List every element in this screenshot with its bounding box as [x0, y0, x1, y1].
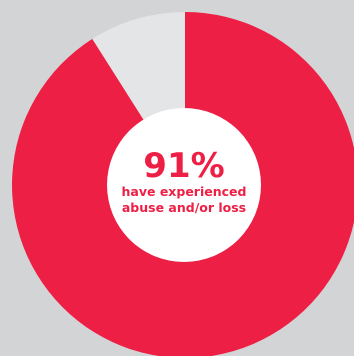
center-label: 91% have experienced abuse and/or loss: [107, 108, 261, 262]
donut-hole: [107, 108, 261, 262]
center-caption-line-2: abuse and/or loss: [121, 200, 247, 215]
center-caption-line-1: have experienced: [121, 184, 247, 199]
center-value: 91%: [143, 146, 225, 186]
